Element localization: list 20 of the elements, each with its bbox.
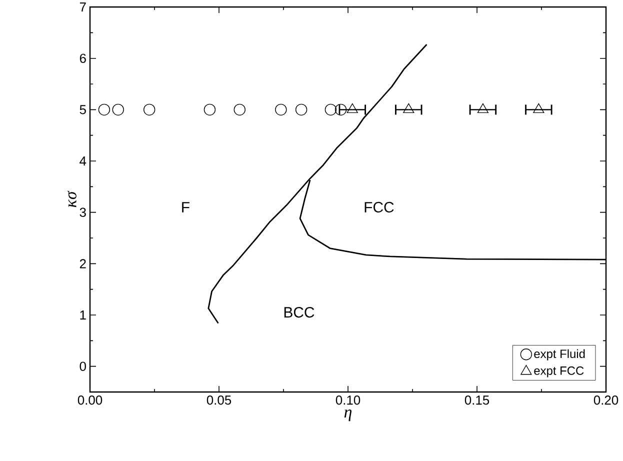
legend-label: expt FCC xyxy=(534,366,584,378)
annotation: FCC xyxy=(364,202,394,212)
y-tick-label: 2 xyxy=(80,259,86,268)
y-tick-label: 7 xyxy=(80,2,86,12)
legend-label: expt Fluid xyxy=(534,349,585,360)
y-tick-label: 6 xyxy=(80,54,86,63)
annotation: BCC xyxy=(284,307,314,318)
x-tick-label: 0.15 xyxy=(464,396,490,405)
y-tick-label: 5 xyxy=(80,105,86,114)
y-tick-label: 4 xyxy=(80,156,86,166)
y-tick-label: 1 xyxy=(80,310,86,320)
y-axis-title: κσ xyxy=(68,190,76,208)
x-tick-label: 0.05 xyxy=(206,396,232,405)
y-tick-label: 3 xyxy=(80,208,86,217)
annotation: F xyxy=(182,202,190,212)
y-tick-label: 0 xyxy=(80,362,86,371)
x-tick-label: 0.10 xyxy=(336,396,360,405)
x-tick-label: 0.20 xyxy=(594,396,618,405)
x-tick-label: 0.00 xyxy=(78,396,102,405)
x-axis-title: η xyxy=(344,410,352,422)
